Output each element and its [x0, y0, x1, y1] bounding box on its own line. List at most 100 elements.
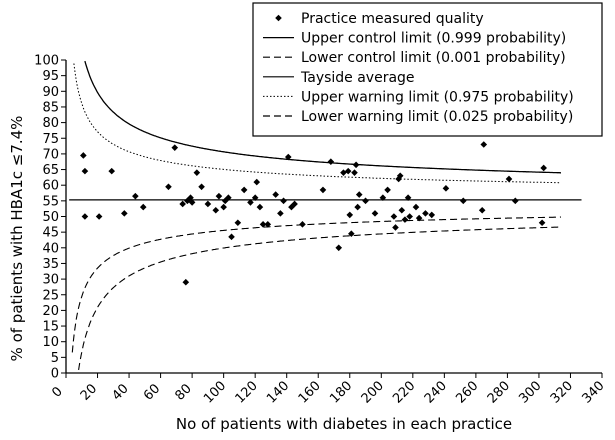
data-point: [351, 169, 358, 176]
lower-warning-limit-line: [71, 216, 561, 353]
y-tick-label: 60: [42, 179, 59, 194]
lower-control-limit-line: [78, 226, 562, 370]
data-point: [198, 183, 205, 191]
y-tick-label: 20: [42, 304, 59, 319]
data-point: [354, 203, 361, 211]
x-tick-label: 0: [49, 384, 65, 400]
legend-label: Lower warning limit (0.025 probability): [301, 109, 573, 125]
upper-warning-limit-line: [73, 63, 561, 184]
data-point: [505, 175, 513, 183]
x-tick-label: 280: [485, 378, 513, 406]
y-tick-label: 30: [42, 273, 59, 288]
y-tick-label: 40: [42, 241, 59, 256]
y-tick-label: 0: [51, 367, 59, 382]
x-tick-label: 320: [548, 378, 576, 406]
data-point: [188, 199, 196, 206]
data-point: [251, 194, 259, 202]
data-point: [221, 197, 229, 205]
data-point: [540, 164, 547, 172]
y-tick-label: 45: [42, 226, 59, 241]
data-point: [362, 197, 369, 205]
data-point: [280, 197, 287, 205]
data-point: [256, 203, 264, 211]
x-tick-label: 100: [201, 378, 229, 406]
data-point: [478, 206, 486, 214]
data-point: [379, 194, 387, 202]
x-tick-label: 80: [172, 381, 194, 403]
data-point: [171, 144, 179, 151]
legend-label: Upper control limit (0.999 probability): [301, 31, 566, 47]
data-point: [264, 221, 272, 228]
data-point: [234, 219, 242, 227]
x-tick-label: 200: [359, 378, 387, 406]
legend-label: Lower control limit (0.001 probability): [301, 50, 566, 66]
data-point: [390, 213, 398, 220]
data-point: [182, 278, 190, 286]
data-point: [139, 203, 147, 211]
x-tick-label: 260: [453, 378, 481, 406]
data-point: [291, 200, 298, 208]
x-tick-label: 240: [422, 378, 450, 406]
legend-label: Tayside average: [300, 70, 415, 86]
data-point: [348, 230, 355, 238]
data-point: [288, 203, 295, 211]
data-point: [284, 153, 292, 161]
data-point: [80, 152, 87, 159]
data-point: [346, 211, 354, 219]
y-tick-label: 75: [42, 132, 59, 147]
data-point: [204, 200, 212, 208]
y-tick-label: 25: [42, 288, 59, 303]
data-point: [396, 172, 404, 180]
data-point: [459, 197, 467, 205]
data-point: [344, 167, 352, 175]
data-point: [398, 206, 406, 214]
data-point: [215, 192, 223, 200]
y-tick-label: 95: [42, 69, 59, 84]
data-point: [319, 186, 327, 194]
data-point: [335, 244, 343, 252]
y-tick-label: 5: [51, 351, 59, 366]
data-point: [404, 194, 412, 202]
data-point: [395, 175, 402, 183]
y-tick-label: 35: [42, 257, 59, 272]
data-point: [184, 197, 191, 205]
data-point: [132, 192, 139, 200]
x-tick-label: 140: [264, 378, 292, 406]
y-tick-label: 65: [42, 163, 59, 178]
data-point: [384, 186, 391, 194]
x-tick-label: 20: [78, 381, 100, 403]
data-point: [299, 221, 306, 228]
data-point: [225, 194, 232, 202]
plot-lines: [69, 60, 582, 370]
data-point: [247, 199, 254, 206]
x-tick-label: 60: [141, 381, 163, 403]
data-point: [179, 200, 186, 208]
y-tick-label: 85: [42, 100, 59, 115]
data-point: [406, 213, 413, 220]
data-point: [228, 233, 235, 241]
data-point: [401, 216, 409, 223]
data-point: [220, 203, 227, 211]
data-point: [240, 186, 248, 194]
data-point: [355, 191, 363, 198]
upper-control-limit-line: [84, 60, 561, 174]
data-point: [412, 203, 420, 211]
legend-label: Practice measured quality: [301, 11, 484, 27]
x-tick-label: 160: [296, 378, 324, 406]
data-point: [81, 167, 89, 175]
data-point: [415, 214, 423, 222]
x-axis-title: No of patients with diabetes in each pra…: [176, 415, 512, 433]
data-point: [511, 197, 519, 205]
x-tick-label: 40: [109, 381, 131, 403]
data-point: [81, 213, 89, 220]
x-tick-label: 120: [233, 378, 261, 406]
data-point: [165, 183, 172, 191]
data-point: [253, 178, 261, 186]
y-tick-label: 50: [42, 210, 59, 225]
legend-label: Upper warning limit (0.975 probability): [301, 89, 574, 105]
data-point: [352, 161, 360, 169]
data-point: [277, 210, 284, 217]
data-point: [428, 211, 436, 219]
data-point: [193, 169, 201, 176]
